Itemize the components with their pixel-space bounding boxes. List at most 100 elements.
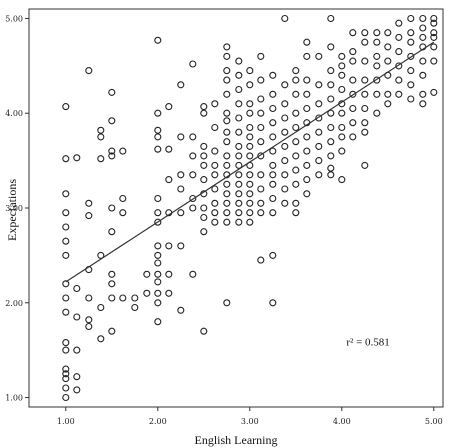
data-point — [177, 242, 185, 250]
data-point — [395, 90, 403, 98]
data-point — [257, 123, 265, 132]
data-point — [269, 133, 277, 141]
data-point — [189, 194, 197, 203]
data-point — [338, 85, 346, 94]
data-point — [361, 104, 369, 113]
data-point — [257, 185, 265, 193]
data-point — [246, 142, 254, 150]
y-axis-label: Expectations — [5, 179, 19, 241]
data-point — [97, 133, 105, 141]
data-point — [154, 242, 162, 250]
data-point — [419, 71, 427, 79]
data-point — [189, 133, 197, 141]
data-point — [281, 199, 289, 207]
x-tick-label: 5.00 — [425, 417, 443, 426]
data-point — [292, 76, 300, 84]
data-point — [165, 103, 173, 111]
data-point — [211, 161, 219, 169]
data-point — [223, 152, 231, 160]
data-point — [338, 109, 346, 117]
data-point — [211, 209, 219, 217]
data-point — [211, 123, 219, 132]
data-point — [189, 204, 197, 212]
data-point — [269, 90, 277, 98]
data-point — [154, 278, 162, 286]
data-point — [200, 228, 208, 236]
data-point — [373, 62, 381, 70]
data-point — [223, 52, 231, 60]
data-point — [338, 71, 346, 79]
data-point — [108, 147, 116, 155]
data-point — [154, 218, 162, 226]
data-point — [223, 109, 231, 117]
data-point — [154, 194, 162, 203]
data-point — [373, 90, 381, 98]
data-point — [327, 14, 335, 23]
data-point — [154, 36, 162, 44]
data-point — [373, 38, 381, 46]
data-point — [223, 218, 231, 226]
data-point — [211, 199, 219, 207]
data-point — [257, 209, 265, 217]
data-point — [108, 280, 116, 288]
data-point — [62, 365, 70, 373]
x-tick-label: 4.00 — [333, 417, 351, 426]
data-point — [257, 152, 265, 160]
data-point — [97, 155, 105, 163]
data-point — [349, 90, 357, 98]
data-point — [223, 180, 231, 188]
data-point — [361, 76, 369, 84]
data-point — [281, 157, 289, 165]
data-point — [430, 29, 438, 37]
data-point — [419, 14, 427, 23]
data-point — [327, 152, 335, 160]
data-point — [108, 152, 116, 160]
data-point — [327, 81, 335, 89]
data-point — [177, 81, 185, 89]
data-point — [281, 100, 289, 108]
data-point — [407, 38, 415, 46]
data-point — [281, 114, 289, 122]
data-point — [73, 313, 81, 321]
data-point — [200, 103, 208, 111]
data-point — [154, 133, 162, 141]
y-tick-label: 5.00 — [5, 14, 23, 23]
data-point — [292, 67, 300, 75]
data-point — [119, 194, 127, 203]
data-point — [62, 370, 70, 378]
data-point — [315, 128, 323, 136]
data-point — [200, 327, 208, 335]
data-point — [257, 76, 265, 84]
data-point — [154, 126, 162, 134]
data-point — [108, 88, 116, 96]
data-point — [315, 171, 323, 179]
data-point — [246, 133, 254, 141]
data-point — [292, 199, 300, 207]
data-point — [143, 289, 151, 297]
data-point — [200, 161, 208, 169]
data-point — [97, 126, 105, 134]
data-point — [327, 67, 335, 75]
data-point — [62, 190, 70, 198]
data-point — [292, 166, 300, 174]
data-point — [384, 57, 392, 65]
data-point — [62, 375, 70, 383]
data-point — [407, 81, 415, 89]
data-point — [395, 62, 403, 70]
data-point — [246, 81, 254, 89]
data-point — [246, 180, 254, 188]
data-point — [246, 190, 254, 198]
data-point — [211, 147, 219, 155]
data-point — [200, 204, 208, 212]
data-point — [315, 114, 323, 122]
data-point — [361, 38, 369, 46]
data-point — [223, 299, 231, 307]
data-point — [373, 52, 381, 60]
data-point — [223, 138, 231, 146]
data-point — [223, 190, 231, 198]
data-point — [189, 270, 197, 278]
data-point — [200, 142, 208, 150]
data-point — [315, 100, 323, 108]
data-point — [165, 176, 173, 184]
data-point — [430, 43, 438, 51]
